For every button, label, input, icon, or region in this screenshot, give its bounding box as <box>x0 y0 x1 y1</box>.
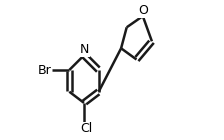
Text: Br: Br <box>37 64 51 76</box>
Text: Cl: Cl <box>81 122 93 136</box>
Text: N: N <box>79 43 89 56</box>
Text: O: O <box>138 4 148 17</box>
